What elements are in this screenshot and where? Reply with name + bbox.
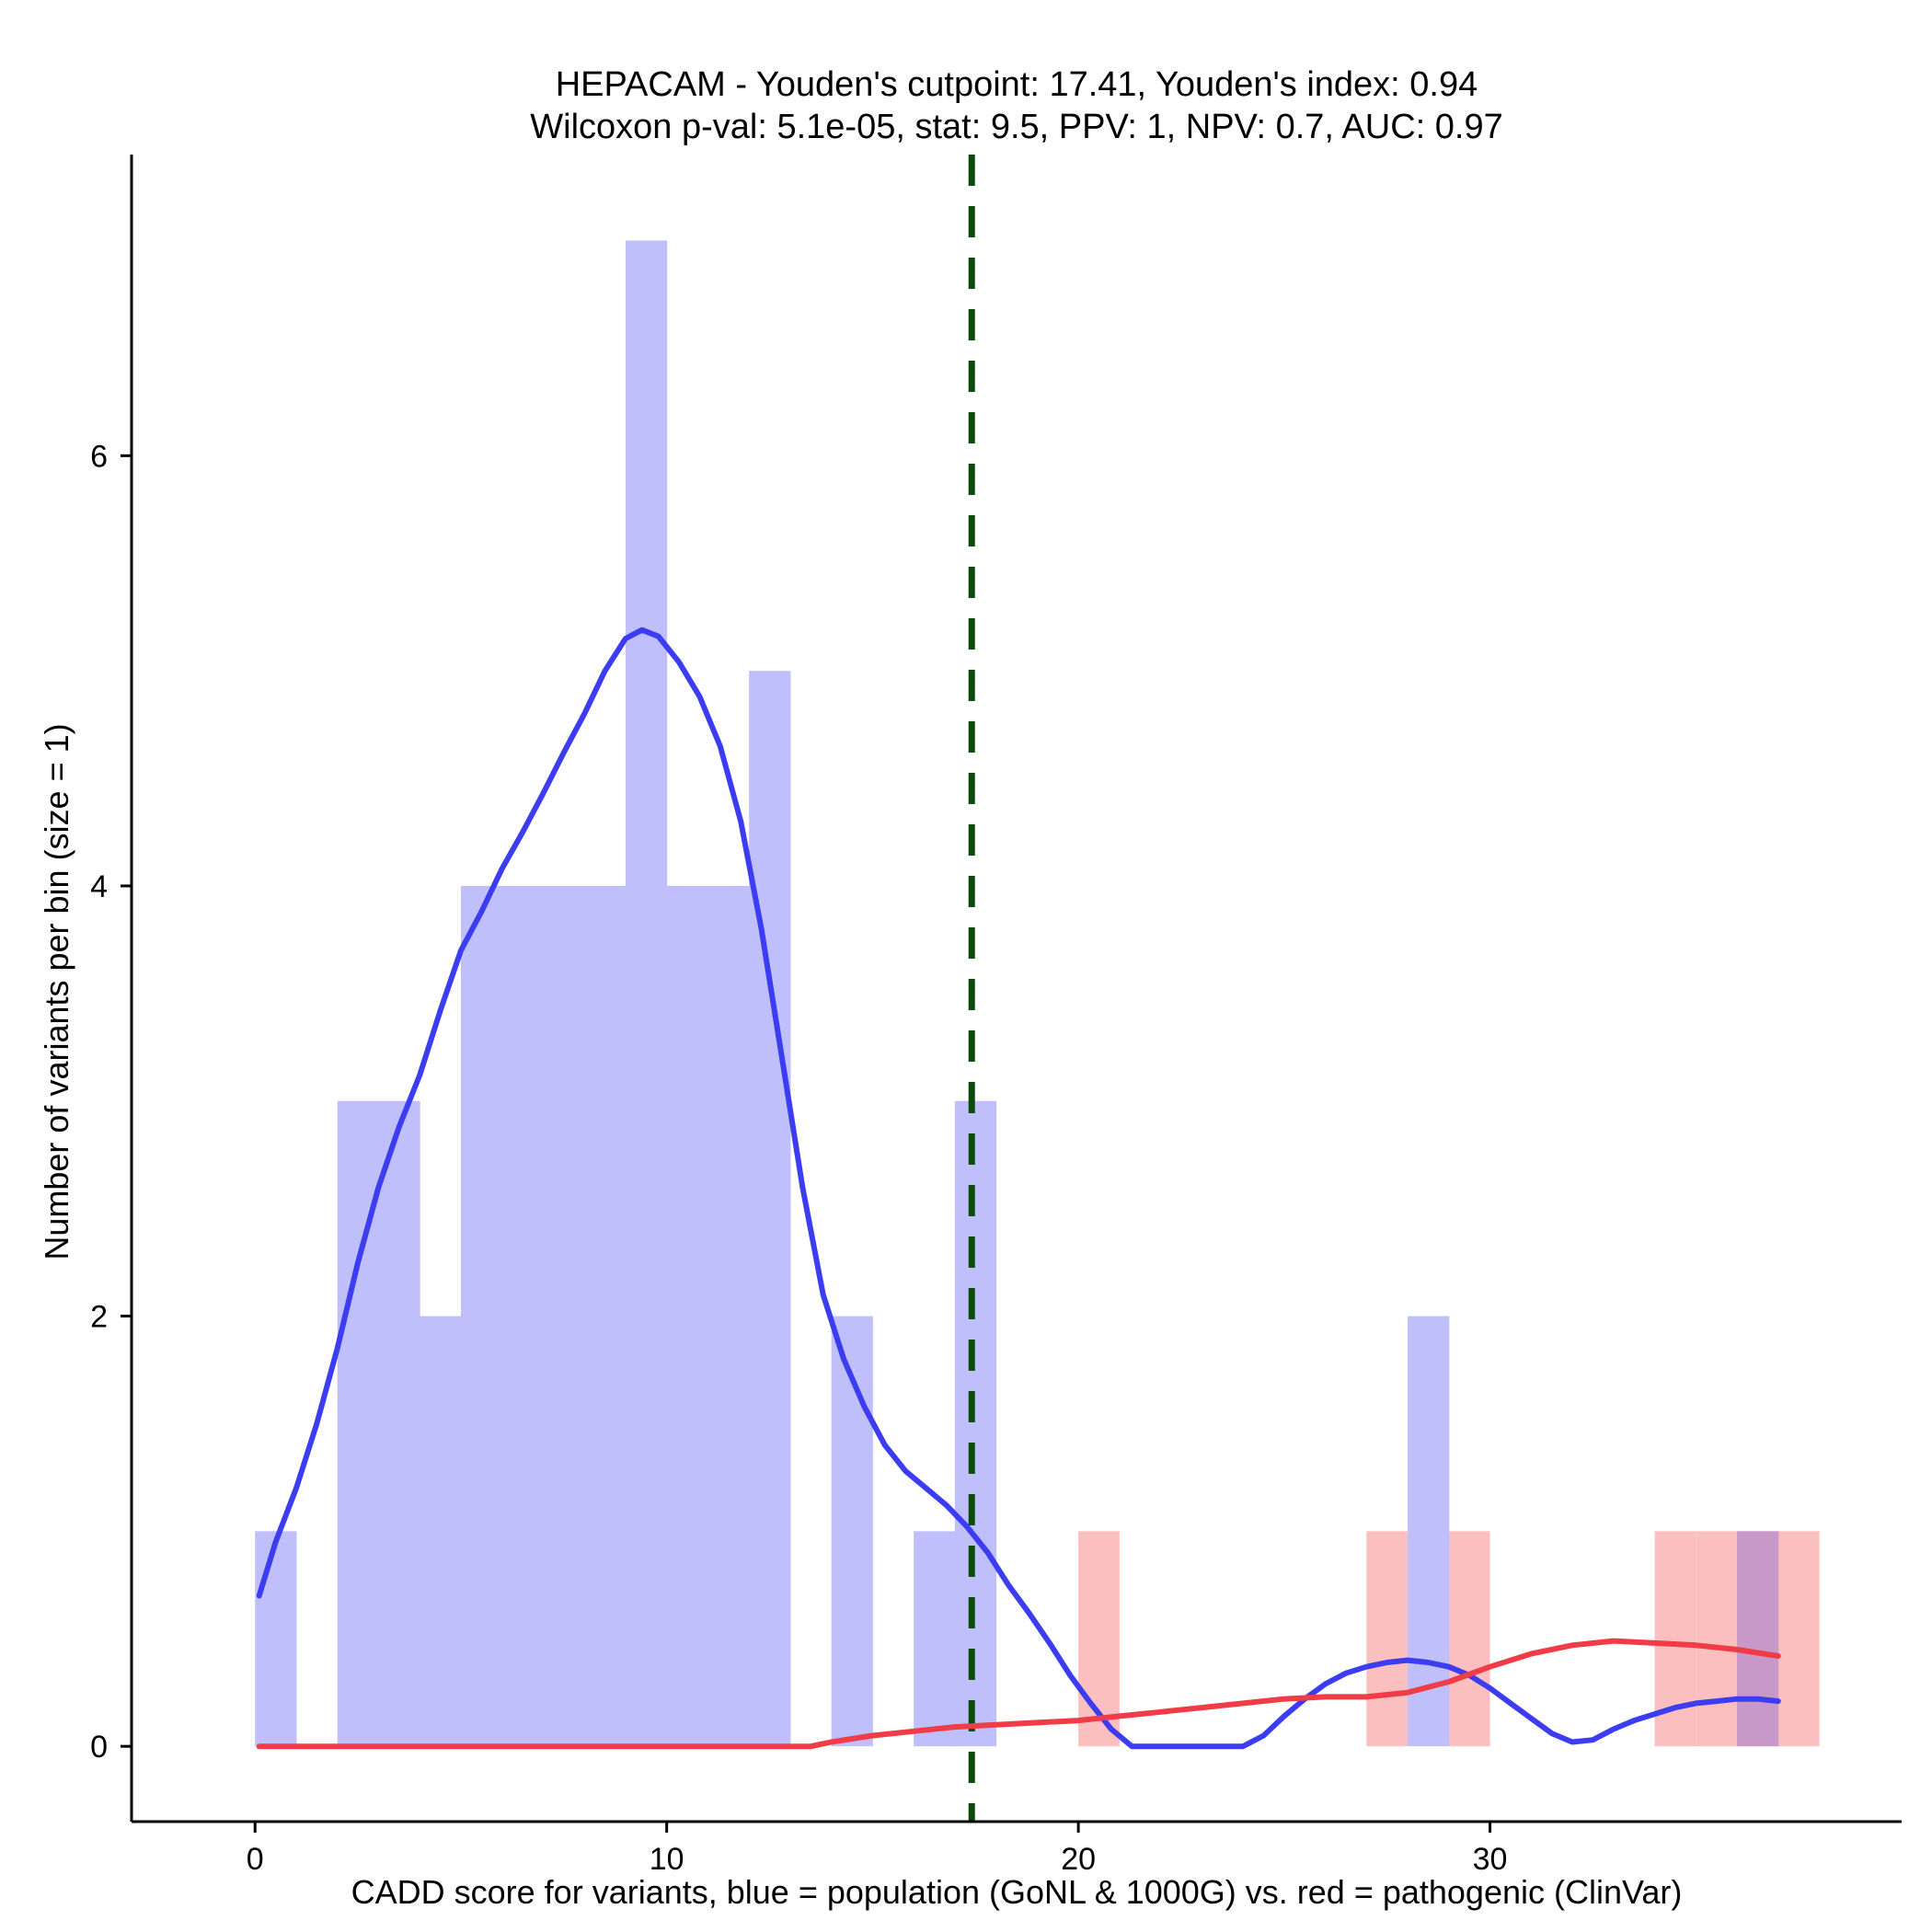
x-axis-title: CADD score for variants, blue = populati… (351, 1873, 1683, 1911)
pathogenic-density-curve (256, 1638, 1781, 1750)
population-bar-28 (1408, 1316, 1450, 1747)
population-bar-11 (707, 885, 750, 1747)
population-bar-17 (954, 1100, 997, 1747)
histogram-bars (255, 240, 1820, 1747)
density-curves (256, 627, 1781, 1750)
population-bar-8 (584, 885, 627, 1747)
y-tick-label-2: 2 (90, 1300, 108, 1335)
x-tick-label-0: 0 (247, 1842, 264, 1877)
population-density-curve (256, 627, 1781, 1750)
population-bar-0 (255, 1531, 297, 1747)
pathogenic-bar-29 (1448, 1531, 1490, 1747)
population-bar-2 (337, 1100, 379, 1747)
population-bar-5 (460, 885, 503, 1747)
chart-title: HEPACAM - Youden's cutpoint: 17.41, Youd… (530, 65, 1502, 146)
x-tick-label-20: 20 (1061, 1842, 1096, 1877)
population-bar-6 (501, 885, 544, 1747)
x-tick-label-10: 10 (650, 1842, 684, 1877)
pathogenic-bar-27 (1366, 1531, 1409, 1747)
population-bar-16 (914, 1531, 956, 1747)
population-bar-12 (749, 671, 791, 1747)
population-bar-9 (625, 240, 668, 1747)
population-bar-10 (666, 885, 708, 1747)
population-bar-14 (831, 1316, 873, 1747)
population-bar-3 (378, 1100, 420, 1747)
pathogenic-bar-37 (1777, 1531, 1820, 1747)
population-bar-36 (1737, 1531, 1779, 1747)
chart-title-line-2: Wilcoxon p-val: 5.1e-05, stat: 9.5, PPV:… (530, 108, 1502, 146)
y-tick-label-6: 6 (90, 439, 108, 474)
population-bar-7 (543, 885, 585, 1747)
y-axis-title: Number of variants per bin (size = 1) (38, 723, 75, 1259)
pathogenic-bar-35 (1696, 1531, 1738, 1747)
population-bar-4 (420, 1316, 462, 1747)
x-tick-label-30: 30 (1473, 1842, 1508, 1877)
y-tick-label-4: 4 (90, 869, 108, 904)
axes: 0 10 20 30 0 2 4 6 (90, 155, 1902, 1877)
chart-title-line-1: HEPACAM - Youden's cutpoint: 17.41, Youd… (556, 65, 1478, 104)
y-tick-label-0: 0 (90, 1730, 108, 1765)
